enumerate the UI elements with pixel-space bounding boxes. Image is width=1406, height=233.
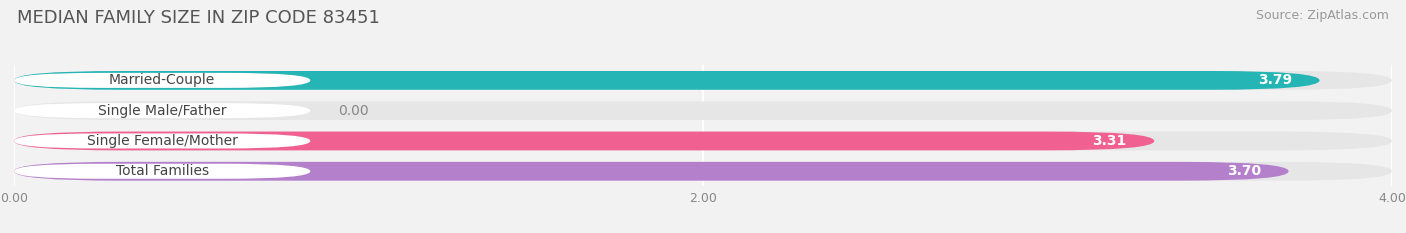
FancyBboxPatch shape	[14, 132, 1154, 150]
FancyBboxPatch shape	[14, 162, 1392, 181]
Text: Married-Couple: Married-Couple	[110, 73, 215, 87]
FancyBboxPatch shape	[14, 134, 311, 148]
FancyBboxPatch shape	[14, 73, 311, 88]
Text: MEDIAN FAMILY SIZE IN ZIP CODE 83451: MEDIAN FAMILY SIZE IN ZIP CODE 83451	[17, 9, 380, 27]
FancyBboxPatch shape	[14, 103, 311, 118]
Text: 3.79: 3.79	[1258, 73, 1292, 87]
Text: Single Female/Mother: Single Female/Mother	[87, 134, 238, 148]
FancyBboxPatch shape	[14, 71, 1392, 90]
Text: 3.31: 3.31	[1092, 134, 1126, 148]
FancyBboxPatch shape	[14, 101, 1392, 120]
Text: 3.70: 3.70	[1227, 164, 1261, 178]
FancyBboxPatch shape	[14, 71, 1320, 90]
FancyBboxPatch shape	[14, 164, 311, 179]
Text: Single Male/Father: Single Male/Father	[98, 104, 226, 118]
Text: Total Families: Total Families	[115, 164, 208, 178]
Text: Source: ZipAtlas.com: Source: ZipAtlas.com	[1256, 9, 1389, 22]
FancyBboxPatch shape	[14, 132, 1392, 150]
Text: 0.00: 0.00	[337, 104, 368, 118]
FancyBboxPatch shape	[14, 162, 1289, 181]
